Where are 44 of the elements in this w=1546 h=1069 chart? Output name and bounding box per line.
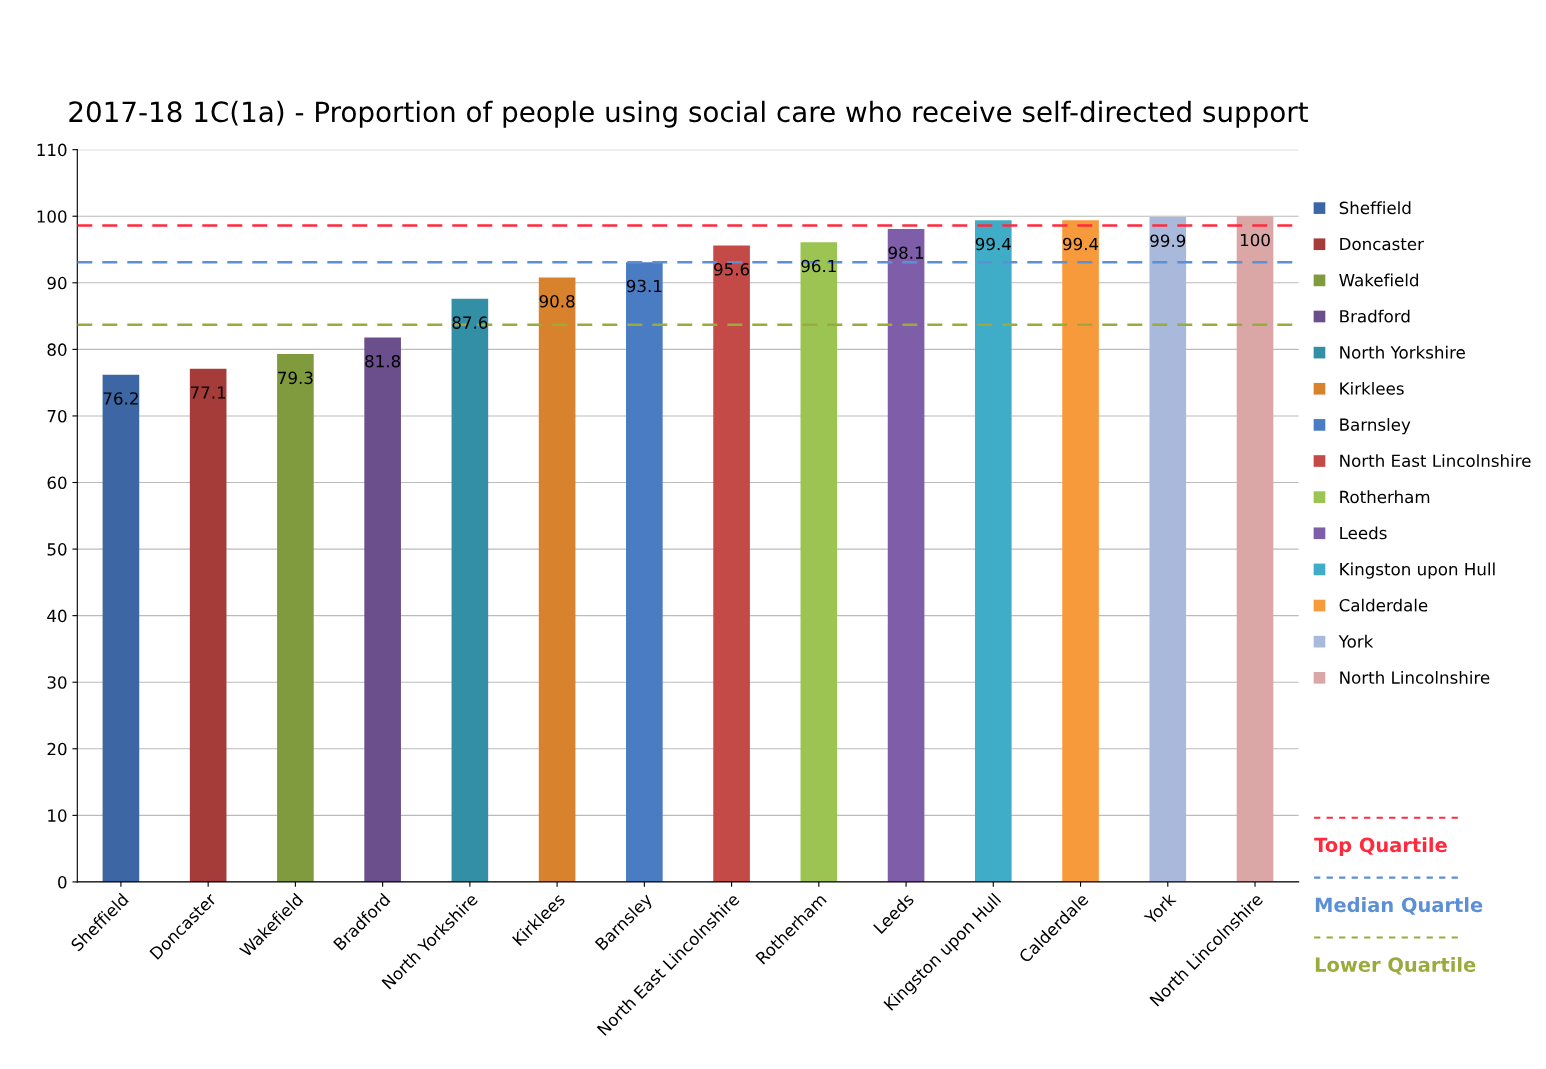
y-tick-label: 80	[47, 343, 67, 356]
y-tick-label: 60	[47, 476, 67, 490]
ref-line-label: Top Quartile	[1314, 837, 1447, 857]
data-label: 81.8	[365, 354, 401, 368]
ref-line-label: Lower Quartile	[1315, 956, 1476, 975]
legend-label: Barnsley	[1340, 418, 1411, 435]
data-label: 99.4	[1063, 237, 1099, 251]
legend-label: Kirklees	[1340, 381, 1404, 395]
data-label: 77.1	[190, 386, 226, 399]
y-tick-label: 20	[47, 742, 67, 756]
y-tick-label: 110	[37, 143, 67, 157]
x-tick-label: York	[1143, 891, 1177, 926]
legend-label: Bradford	[1340, 309, 1410, 323]
legend-label: North Lincolnshire	[1340, 670, 1490, 684]
legend-label: Kingston upon Hull	[1340, 562, 1495, 579]
y-tick-label: 0	[58, 875, 67, 889]
data-label: 79.3	[278, 371, 313, 385]
legend-label: Leeds	[1340, 526, 1387, 540]
legend-label: Sheffield	[1339, 201, 1411, 215]
data-label: 95.6	[714, 263, 750, 276]
legend-label: Doncaster	[1340, 237, 1424, 251]
legend-label: Rotherham	[1340, 490, 1430, 504]
legend-label: North Yorkshire	[1340, 345, 1465, 359]
data-label: 76.2	[103, 392, 138, 405]
data-label: 99.9	[1150, 234, 1186, 247]
legend-label: Calderdale	[1339, 598, 1428, 612]
y-tick-label: 50	[47, 543, 67, 556]
legend-label: North East Lincolnshire	[1340, 454, 1531, 468]
y-tick-label: 10	[48, 809, 67, 822]
y-tick-label: 90	[47, 276, 67, 290]
y-tick-label: 100	[37, 210, 67, 223]
y-tick-label: 70	[47, 409, 67, 423]
data-label: 90.8	[539, 294, 575, 308]
data-label: 96.1	[801, 259, 836, 273]
data-label: 98.1	[888, 246, 924, 259]
y-tick-label: 30	[47, 676, 67, 689]
data-label: 93.1	[626, 279, 662, 293]
legend-label: Wakefield	[1339, 273, 1419, 287]
data-label: 100	[1240, 233, 1270, 247]
legend-label: York	[1338, 634, 1374, 648]
data-label: 99.4	[975, 237, 1011, 251]
ref-line-label: Median Quartle	[1315, 897, 1483, 915]
chart-title: 2017-18 1C(1a) - Proportion of people using social care who receive self-directed support	[69, 100, 1308, 128]
y-tick-label: 40	[47, 609, 67, 623]
